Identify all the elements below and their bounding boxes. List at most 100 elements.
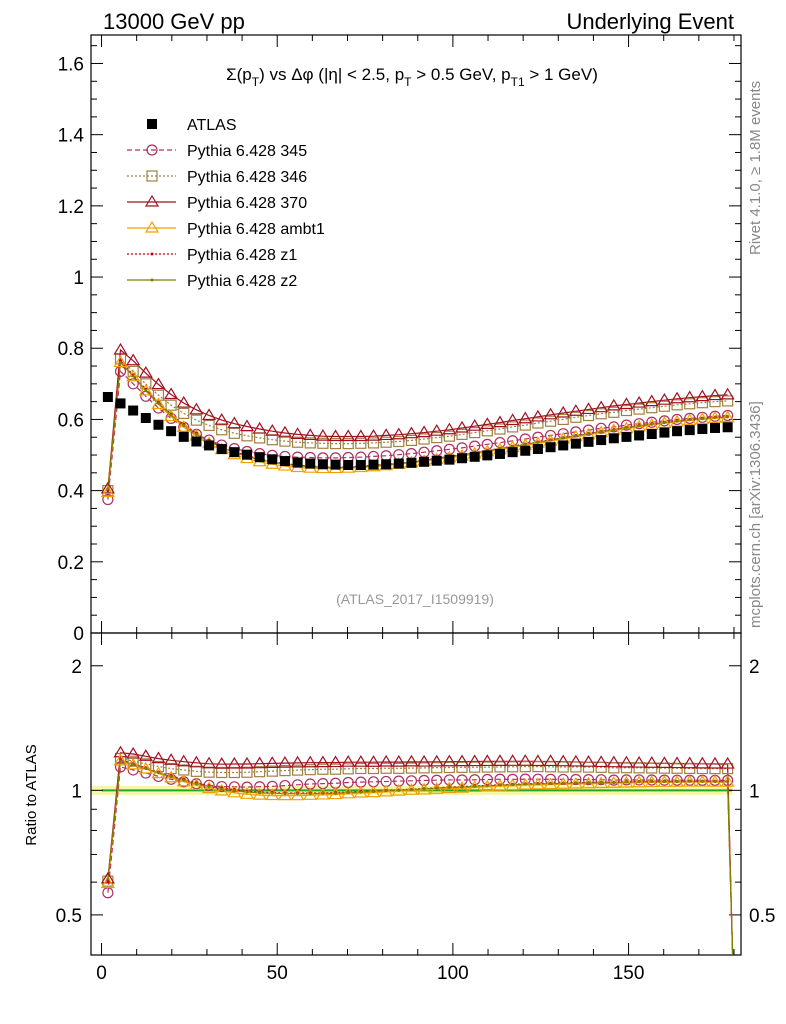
series-pythia-6-428-z2-ratio-point xyxy=(359,790,363,794)
series-pythia-6-428-ambt1-point xyxy=(707,411,723,423)
series-pythia-6-428-z2-ratio-point xyxy=(688,779,692,783)
series-pythia-6-428-345-point xyxy=(620,419,633,431)
series-pythia-6-428-370-point xyxy=(214,412,229,425)
series-pythia-6-428-ambt1-point xyxy=(720,410,735,423)
ratio-y-tick-label-right: 0.5 xyxy=(749,906,775,927)
series-pythia-6-428-370-ratio-point xyxy=(480,754,495,767)
series-pythia-6-428-ambt1-ratio-point xyxy=(227,785,242,798)
series-pythia-6-428-346-point xyxy=(456,428,468,440)
series-pythia-6-428-z2-ratio-point xyxy=(131,762,135,766)
title-part-4: > 1 GeV) xyxy=(525,65,598,84)
series-pythia-6-428-ambt1-ratio-point xyxy=(277,788,293,801)
series-pythia-6-428-370-point xyxy=(429,424,444,436)
series-pythia-6-428-346-ratio-point xyxy=(595,761,607,773)
series-pythia-6-428-ambt1-ratio-point xyxy=(644,775,659,788)
series-pythia-6-428-346-ratio-point xyxy=(507,761,519,773)
series-pythia-6-428-346-point xyxy=(684,398,696,410)
series-pythia-6-428-370-ratio-point xyxy=(429,754,444,767)
series-atlas-point xyxy=(684,425,695,436)
series-pythia-6-428-345-point xyxy=(646,416,658,428)
series-pythia-6-428-z2-point xyxy=(587,432,591,436)
legend-entry-4-marker xyxy=(144,220,160,233)
series-pythia-6-428-346-ratio-point xyxy=(405,762,418,774)
series-atlas-point xyxy=(153,419,164,430)
series-pythia-6-428-z2-ratio-point xyxy=(119,759,123,763)
x-tick-label: 0 xyxy=(96,963,107,984)
series-pythia-6-428-346-point xyxy=(228,427,240,439)
series-pythia-6-428-345-point xyxy=(595,422,607,434)
series-pythia-6-428-346-ratio-point xyxy=(431,762,443,774)
series-atlas-point xyxy=(204,440,215,451)
series-pythia-6-428-ambt1-point xyxy=(138,383,153,396)
legend-entry-6-label: Pythia 6.428 z2 xyxy=(187,273,297,290)
title-part-2: ) vs Δφ (|η| < 2.5, p xyxy=(259,65,404,84)
series-pythia-6-428-z2-point xyxy=(675,419,679,423)
series-pythia-6-428-346-ratio-point xyxy=(393,762,405,774)
series-atlas-point xyxy=(570,438,581,449)
series-pythia-6-428-z2-point xyxy=(561,436,565,440)
series-pythia-6-428-370-ratio-point xyxy=(581,755,596,767)
series-pythia-6-428-346-point xyxy=(367,437,380,449)
ratio-y-tick-label-right: 2 xyxy=(749,657,760,678)
series-pythia-6-428-z2-ratio-point xyxy=(726,780,730,784)
series-pythia-6-428-ambt1-ratio-point xyxy=(429,782,444,794)
series-pythia-6-428-370-ratio-point xyxy=(151,751,166,764)
legend-entry-1-label: Pythia 6.428 345 xyxy=(187,143,307,160)
series-pythia-6-428-z2-point xyxy=(523,442,527,446)
series-pythia-6-428-346-point xyxy=(355,437,367,449)
title-sub-3: T1 xyxy=(511,75,525,89)
series-pythia-6-428-ambt1-ratio-point xyxy=(594,776,609,789)
series-pythia-6-428-ambt1-ratio-point xyxy=(632,775,647,788)
series-pythia-6-428-ambt1-ratio-point xyxy=(707,774,723,787)
series-pythia-6-428-z2-point xyxy=(612,428,616,432)
series-pythia-6-428-370-point xyxy=(594,400,609,413)
series-atlas-point xyxy=(520,445,531,456)
series-atlas-point xyxy=(305,458,316,469)
series-pythia-6-428-ambt1-point xyxy=(164,409,179,422)
series-atlas-point xyxy=(166,426,177,437)
series-pythia-6-428-370-ratio-point xyxy=(454,754,470,767)
series-pythia-6-428-345-ratio-point xyxy=(646,774,658,786)
series-pythia-6-428-346-point xyxy=(696,397,708,409)
series-pythia-6-428-370-ratio-point xyxy=(176,754,191,767)
series-atlas-point xyxy=(672,426,683,437)
series-pythia-6-428-ambt1-ratio-point xyxy=(353,785,368,798)
series-pythia-6-428-z2-ratio-point xyxy=(587,781,591,785)
series-pythia-6-428-z2-ratio-point xyxy=(220,787,224,791)
legend-entry-0-marker xyxy=(147,119,157,129)
legend-entry-5-marker xyxy=(150,252,154,256)
series-pythia-6-428-ambt1-ratio-point xyxy=(556,777,571,789)
series-pythia-6-428-370-point xyxy=(669,391,685,404)
series-pythia-6-428-z2-ratio-point xyxy=(447,785,451,789)
series-pythia-6-428-345-point xyxy=(127,378,139,390)
legend-entry-4-label: Pythia 6.428 ambt1 xyxy=(187,221,325,238)
series-pythia-6-428-346-point xyxy=(216,424,228,436)
series-pythia-6-428-z2-point xyxy=(688,418,692,422)
series-pythia-6-428-ambt1-ratio-point xyxy=(189,778,204,790)
series-pythia-6-428-370-ratio-point xyxy=(492,754,508,766)
ratio-y-axis-label: Ratio to ATLAS xyxy=(23,744,40,845)
series-pythia-6-428-z2-point xyxy=(650,422,654,426)
series-pythia-6-428-370-ratio-point xyxy=(100,871,115,884)
series-atlas-point xyxy=(431,455,442,466)
series-pythia-6-428-346-point xyxy=(722,395,734,407)
series-pythia-6-428-z2-ratio-point xyxy=(182,778,186,782)
series-pythia-6-428-346-point xyxy=(519,419,531,431)
series-pythia-6-428-z2-ratio-point xyxy=(258,791,262,795)
series-pythia-6-428-346-point xyxy=(291,436,304,448)
series-pythia-6-428-370-point xyxy=(176,395,191,408)
series-pythia-6-428-z2-ratio-point xyxy=(245,790,249,794)
series-pythia-6-428-370-ratio-point xyxy=(417,754,432,767)
main-y-tick-label: 1.6 xyxy=(58,54,84,75)
series-pythia-6-428-370-ratio-point xyxy=(695,756,710,769)
series-pythia-6-428-370-ratio-point xyxy=(543,754,558,767)
series-pythia-6-428-346-ratio-point xyxy=(557,761,569,773)
series-pythia-6-428-ambt1-ratio-point xyxy=(606,776,621,788)
series-atlas-point xyxy=(254,452,265,463)
series-pythia-6-428-346-ratio-point xyxy=(317,763,329,775)
series-pythia-6-428-z2-ratio-point xyxy=(169,775,173,779)
series-atlas-point xyxy=(545,442,556,453)
series-pythia-6-428-346-ratio-point xyxy=(380,762,392,774)
series-atlas-point xyxy=(469,451,480,462)
series-pythia-6-428-ambt1-ratio-point xyxy=(164,770,179,783)
